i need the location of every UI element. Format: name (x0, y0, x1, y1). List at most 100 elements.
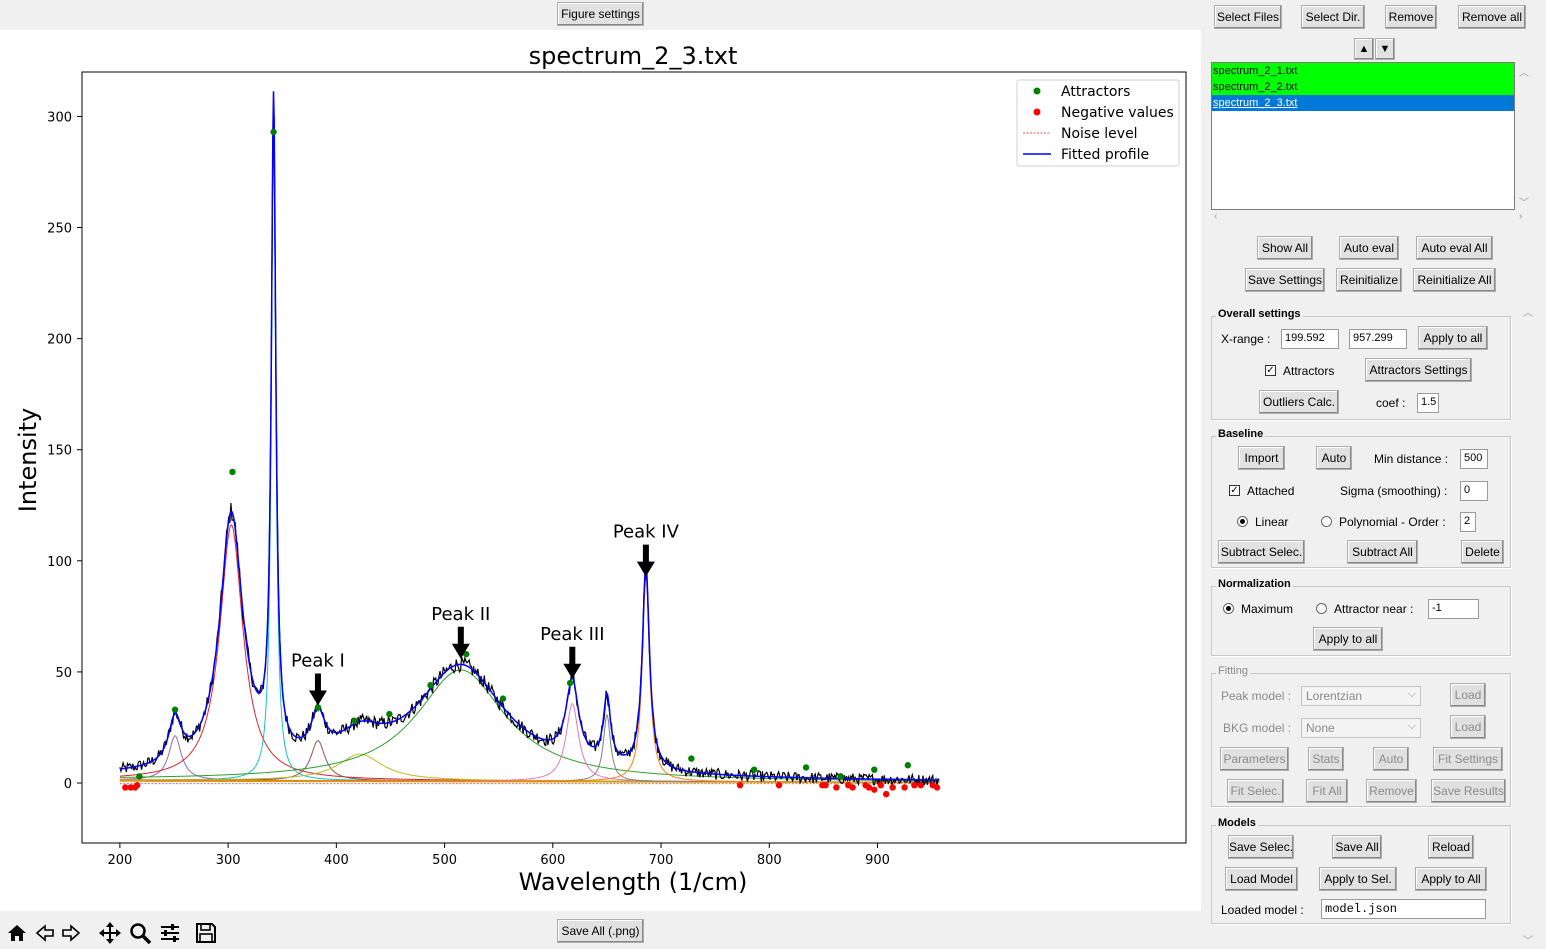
attached-checkbox[interactable]: ✓ (1229, 485, 1240, 496)
polynomial-order-input[interactable]: 2 (1460, 512, 1476, 532)
chevron-down-icon: ⌵ (1407, 688, 1416, 700)
y-tick-label: 200 (47, 333, 72, 348)
auto-eval-all-button[interactable]: Auto eval All (1416, 236, 1493, 260)
fitting-remove-button[interactable]: Remove (1366, 779, 1417, 803)
back-icon[interactable] (32, 920, 58, 946)
polynomial-label: Polynomial - Order : (1339, 515, 1446, 529)
zoom-icon[interactable] (127, 920, 153, 946)
list-scroll-up-icon[interactable]: ︿ (1519, 68, 1529, 79)
fitting-auto-button[interactable]: Auto (1373, 747, 1409, 771)
attractor-near-input[interactable]: -1 (1428, 599, 1479, 619)
x-range-max-input[interactable]: 957.299 (1349, 329, 1407, 349)
select-dir-button[interactable]: Select Dir. (1301, 5, 1365, 29)
peak-model-select[interactable]: Lorentzian ⌵ (1301, 686, 1421, 706)
figure-settings-button[interactable]: Figure settings (557, 2, 644, 26)
reinitialize-all-button[interactable]: Reinitialize All (1413, 268, 1496, 292)
save-settings-button[interactable]: Save Settings (1245, 268, 1325, 292)
negative-value-point (775, 782, 783, 789)
file-item[interactable]: spectrum_2_1.txt (1212, 63, 1514, 79)
annotation-arrow (308, 673, 327, 706)
chevron-down-icon: ⌵ (1407, 720, 1416, 732)
move-up-button[interactable]: ▲ (1354, 38, 1374, 60)
home-icon[interactable] (4, 920, 30, 946)
plot-canvas[interactable]: spectrum_2_3.txt Wavelength (1/cm) Inten… (0, 30, 1201, 911)
attractor-point (750, 766, 758, 773)
y-tick-label: 250 (47, 222, 72, 237)
save-all-models-button[interactable]: Save All (1332, 835, 1382, 859)
pan-icon[interactable] (97, 920, 123, 946)
outliers-calc-button[interactable]: Outliers Calc. (1259, 390, 1339, 414)
remove-all-files-button[interactable]: Remove all (1458, 5, 1526, 29)
apply-to-all-models-button[interactable]: Apply to All (1415, 867, 1487, 891)
negative-value-point (877, 782, 884, 789)
list-scroll-left-icon[interactable]: ‹ (1214, 211, 1218, 222)
peak-model-load-button[interactable]: Load (1450, 683, 1486, 707)
move-down-button[interactable]: ▼ (1375, 38, 1395, 60)
peak-model-value: Lorentzian (1306, 689, 1363, 703)
file-list[interactable]: spectrum_2_1.txt spectrum_2_2.txt spectr… (1211, 62, 1515, 210)
parameters-button[interactable]: Parameters (1220, 747, 1289, 771)
load-model-button[interactable]: Load Model (1225, 867, 1298, 891)
sigma-input[interactable]: 0 (1460, 481, 1488, 501)
annotation-label: Peak II (431, 604, 490, 625)
legend-noise-level: Noise level (1061, 126, 1138, 142)
coef-input[interactable]: 1.5 (1417, 393, 1439, 413)
annotation-arrow (451, 626, 470, 659)
apply-to-sel-button[interactable]: Apply to Sel. (1319, 867, 1397, 891)
baseline-auto-button[interactable]: Auto (1316, 446, 1352, 470)
x-range-min-input[interactable]: 199.592 (1281, 329, 1339, 349)
save-results-button[interactable]: Save Results (1431, 779, 1506, 803)
panel-scroll-up-icon[interactable]: ︿ (1523, 308, 1533, 319)
save-selec-model-button[interactable]: Save Selec. (1228, 835, 1294, 859)
negative-value-point (917, 782, 925, 789)
attractors-checkbox[interactable]: ✓ (1265, 365, 1276, 376)
list-scroll-right-icon[interactable]: › (1519, 211, 1523, 222)
bkg-model-select[interactable]: None ⌵ (1301, 718, 1421, 738)
remove-file-button[interactable]: Remove (1385, 5, 1437, 29)
maximum-radio[interactable] (1223, 603, 1234, 614)
stats-button[interactable]: Stats (1308, 747, 1344, 771)
peak-component-p8 (119, 714, 940, 783)
loaded-model-label: Loaded model : (1221, 903, 1304, 917)
raw-spectrum-line (119, 116, 940, 788)
legend-marker-negative (1033, 108, 1041, 116)
reload-model-button[interactable]: Reload (1428, 835, 1474, 859)
attractor-point (566, 679, 574, 687)
bkg-model-load-button[interactable]: Load (1450, 715, 1486, 739)
subtract-all-button[interactable]: Subtract All (1347, 540, 1418, 564)
forward-icon[interactable] (58, 920, 84, 946)
normalization-apply-all-button[interactable]: Apply to all (1313, 627, 1383, 651)
panel-scroll-down-icon[interactable]: ﹀ (1523, 936, 1533, 947)
show-all-button[interactable]: Show All (1257, 236, 1313, 260)
attractor-near-radio[interactable] (1316, 603, 1327, 614)
list-scroll-down-icon[interactable]: ﹀ (1519, 198, 1529, 209)
loaded-model-input[interactable]: model.json (1321, 899, 1486, 919)
subtract-selec-button[interactable]: Subtract Selec. (1218, 540, 1305, 564)
x-range-apply-all-button[interactable]: Apply to all (1418, 326, 1488, 350)
save-icon[interactable] (193, 920, 219, 946)
baseline-import-button[interactable]: Import (1238, 446, 1285, 470)
x-tick-label: 700 (649, 853, 674, 868)
negative-value-point (122, 784, 129, 791)
save-all-png-button[interactable]: Save All (.png) (557, 919, 644, 943)
min-distance-input[interactable]: 500 (1460, 449, 1488, 469)
attractor-point (499, 695, 507, 702)
baseline-delete-button[interactable]: Delete (1461, 540, 1504, 564)
polynomial-radio[interactable] (1321, 516, 1332, 527)
attractor-near-label: Attractor near : (1334, 602, 1414, 616)
linear-radio[interactable] (1237, 516, 1248, 527)
fit-selec-button[interactable]: Fit Selec. (1227, 779, 1284, 803)
models-title: Models (1216, 817, 1258, 829)
fit-settings-button[interactable]: Fit Settings (1433, 747, 1503, 771)
configure-icon[interactable] (157, 920, 183, 946)
chart-title: spectrum_2_3.txt (529, 42, 738, 70)
auto-eval-button[interactable]: Auto eval (1339, 236, 1399, 260)
fit-all-button[interactable]: Fit All (1306, 779, 1348, 803)
attractors-settings-button[interactable]: Attractors Settings (1365, 358, 1472, 382)
file-item[interactable]: spectrum_2_2.txt (1212, 79, 1514, 95)
file-item-selected[interactable]: spectrum_2_3.txt (1212, 95, 1514, 111)
reinitialize-button[interactable]: Reinitialize (1336, 268, 1402, 292)
select-files-button[interactable]: Select Files (1214, 5, 1282, 29)
attractor-point (229, 468, 236, 476)
